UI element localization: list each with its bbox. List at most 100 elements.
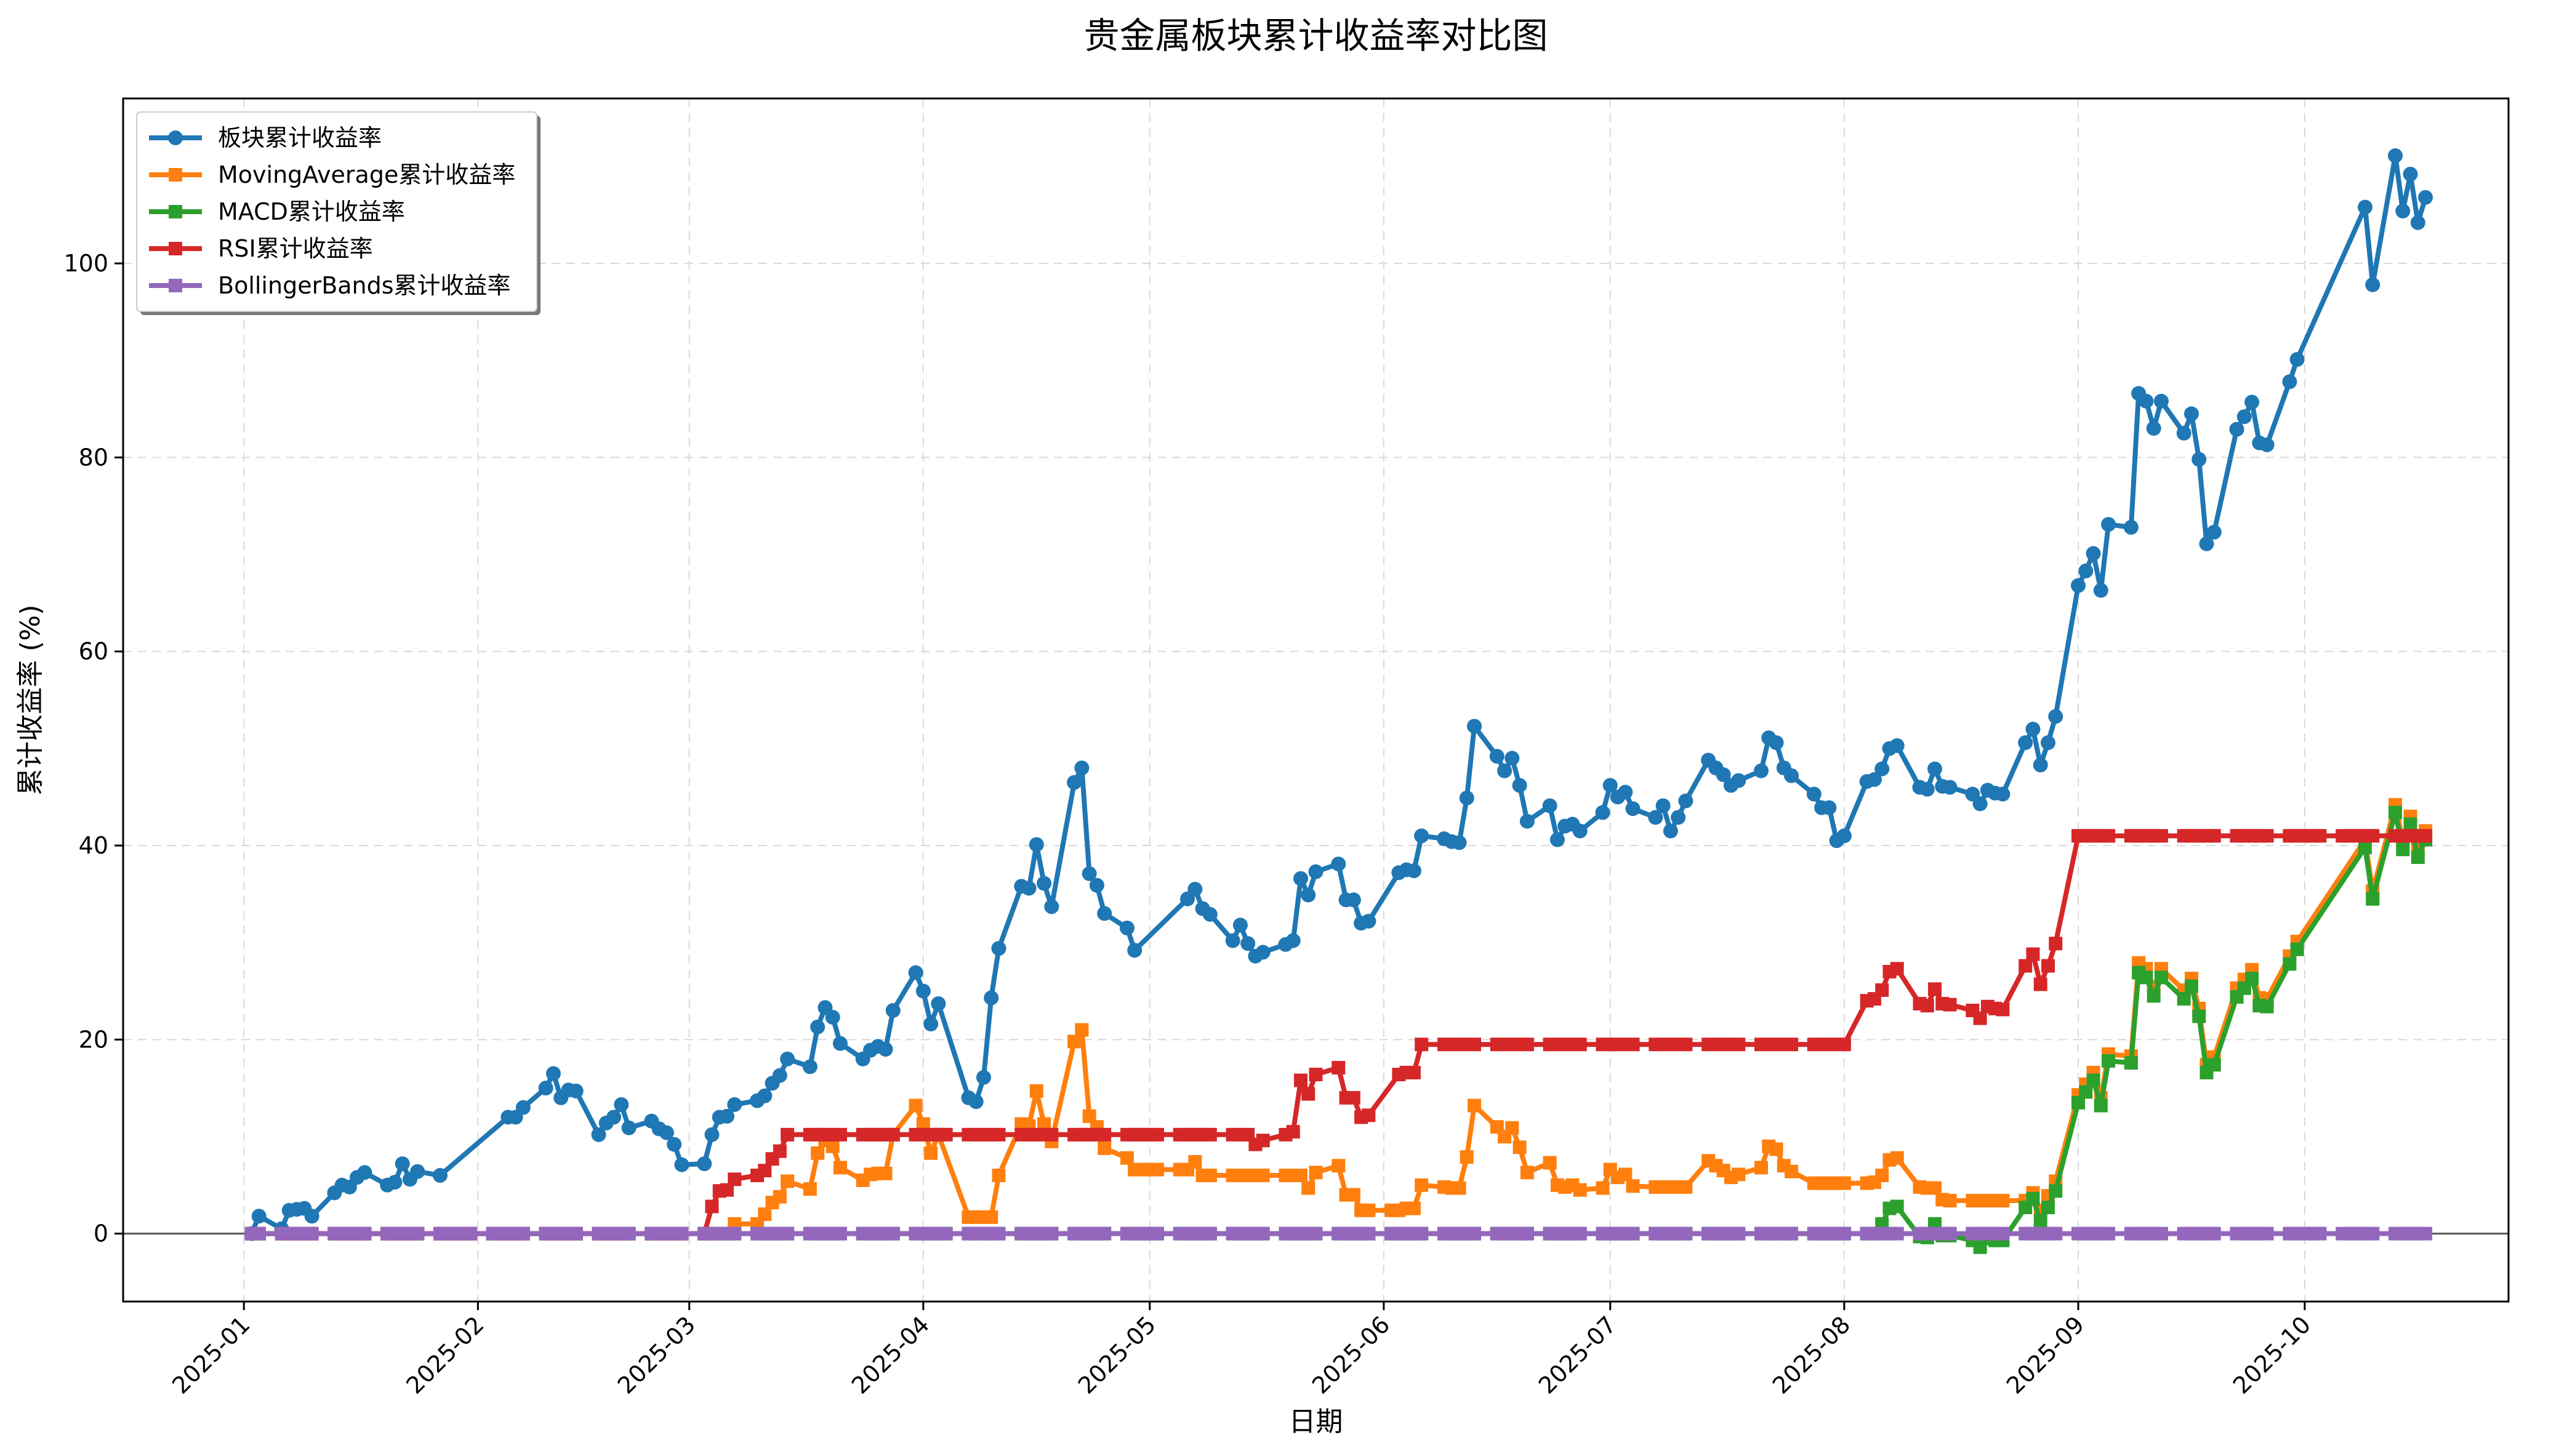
data-point: [1415, 1226, 1429, 1241]
data-point: [727, 1097, 742, 1112]
data-point: [1573, 1038, 1587, 1052]
data-point: [1626, 1226, 1640, 1241]
legend-label: 板块累计收益率: [218, 124, 382, 151]
data-point: [1602, 778, 1618, 793]
data-point: [1928, 1181, 1942, 1195]
data-point: [2101, 517, 2116, 532]
data-point: [2229, 422, 2244, 437]
data-point: [1505, 1121, 1519, 1135]
data-point: [2086, 546, 2101, 561]
data-point: [720, 1183, 734, 1197]
data-point: [1519, 814, 1535, 829]
data-point: [1074, 760, 1090, 775]
series-RSI累计收益率: [244, 829, 2433, 1241]
data-point: [1293, 1169, 1308, 1183]
data-point: [516, 1226, 530, 1241]
data-point: [1414, 828, 1429, 844]
data-point: [1890, 1199, 1904, 1214]
data-point: [2049, 937, 2063, 951]
y-tick-label: 80: [79, 444, 108, 471]
data-point: [924, 1146, 938, 1160]
data-point: [1203, 1127, 1217, 1142]
data-point: [992, 1226, 1006, 1241]
data-point: [2049, 1184, 2063, 1198]
data-point: [1407, 1201, 1421, 1215]
y-tick-label: 60: [79, 638, 108, 665]
y-axis-ticks: 0 20 40 60 80 100: [63, 250, 123, 1247]
data-point: [705, 1199, 719, 1214]
data-point: [832, 1036, 848, 1051]
data-point: [1150, 1226, 1164, 1241]
data-point: [1301, 1181, 1316, 1195]
data-point: [1754, 1161, 1768, 1175]
data-point: [1543, 1156, 1557, 1170]
data-point: [1346, 1090, 1360, 1105]
data-point: [1240, 936, 1256, 951]
legend-item: MovingAverage累计收益率: [149, 161, 515, 188]
data-point: [675, 1226, 689, 1241]
data-point: [811, 1146, 825, 1160]
data-point: [2079, 1085, 2093, 1099]
data-point: [1293, 871, 1308, 886]
legend: 板块累计收益率 MovingAverage累计收益率 MACD累计收益率 RSI累计收…: [136, 111, 540, 315]
data-point: [1098, 1141, 1112, 1155]
data-point: [2388, 806, 2403, 820]
data-point: [1520, 1038, 1534, 1052]
data-point: [2078, 563, 2094, 578]
data-point: [1837, 1176, 1851, 1190]
data-point: [1256, 1134, 1270, 1148]
chart-title: 贵金属板块累计收益率对比图: [1083, 15, 1548, 57]
data-point: [1784, 768, 1799, 783]
data-point: [2191, 452, 2207, 467]
data-point: [2411, 850, 2425, 864]
data-point: [1497, 763, 1512, 778]
data-point: [1678, 793, 1693, 809]
data-point: [825, 1010, 840, 1025]
data-point: [2041, 1201, 2055, 1215]
data-point: [1889, 738, 1905, 753]
data-point: [2093, 583, 2108, 598]
data-point: [1618, 785, 1633, 800]
data-point: [720, 1108, 735, 1124]
data-point: [1716, 767, 1731, 782]
data-point: [1460, 1150, 1474, 1164]
data-point: [2153, 393, 2169, 409]
data-point: [826, 1139, 840, 1153]
data-point: [1822, 800, 1837, 815]
data-point: [1837, 1038, 1851, 1052]
data-point: [2282, 374, 2297, 390]
data-point: [1415, 1038, 1429, 1052]
data-point: [976, 1070, 991, 1085]
data-point: [2048, 709, 2063, 724]
data-point: [2018, 735, 2033, 750]
data-point: [2102, 1054, 2116, 1068]
data-point: [2206, 524, 2222, 540]
data-point: [2123, 519, 2139, 535]
data-point: [304, 1209, 319, 1224]
data-point: [538, 1081, 553, 1096]
data-point: [2395, 203, 2411, 218]
data-point: [1256, 1169, 1270, 1183]
data-point: [2365, 277, 2380, 292]
data-point: [1202, 906, 1218, 922]
data-point: [1504, 751, 1520, 766]
data-point: [833, 1226, 847, 1241]
data-point: [1097, 906, 1112, 921]
data-point: [1309, 1226, 1323, 1241]
data-point: [2289, 352, 2305, 367]
data-point: [886, 1226, 900, 1241]
data-point: [991, 941, 1006, 956]
data-point: [569, 1226, 583, 1241]
data-point: [2366, 829, 2380, 843]
data-point: [2176, 425, 2191, 441]
data-point: [1308, 864, 1324, 879]
data-point: [780, 1051, 795, 1066]
data-point: [2154, 970, 2168, 985]
data-point: [1785, 1164, 1799, 1178]
data-point: [2071, 1095, 2086, 1110]
y-tick-label: 40: [79, 832, 108, 859]
legend-swatch-marker: [169, 205, 182, 218]
data-point: [2094, 1098, 2108, 1113]
data-point: [1875, 1169, 1889, 1183]
data-point: [2358, 199, 2373, 215]
